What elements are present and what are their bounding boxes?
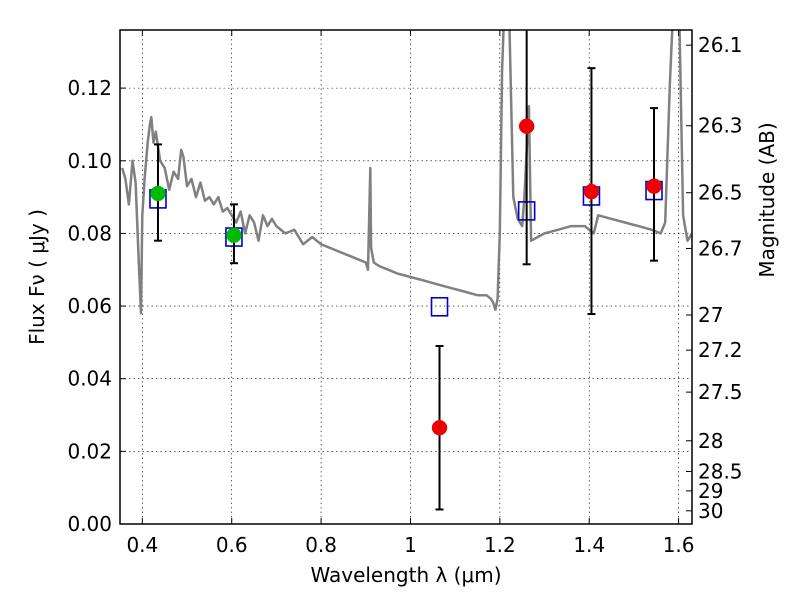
y2-tick-label: 27.2: [698, 338, 743, 362]
detection-point: [583, 183, 600, 200]
y-tick-label: 0.06: [67, 294, 112, 318]
y2-tick-label: 26.7: [698, 236, 743, 260]
x-tick-label: 1.2: [484, 533, 516, 557]
x-tick-label: 0.4: [126, 533, 158, 557]
y-tick-label: 0.08: [67, 221, 112, 245]
detection-point: [226, 227, 242, 243]
detection-point: [431, 419, 448, 436]
y-tick-label: 0.10: [67, 149, 112, 173]
y2-tick-label: 26.1: [698, 33, 743, 57]
y2-tick-label: 28: [698, 429, 723, 453]
detection-points: [150, 118, 662, 436]
x-axis-title: Wavelength λ (μm): [310, 563, 501, 587]
spectrum-line: [121, 30, 692, 315]
y2-tick-label: 27.5: [698, 380, 743, 404]
model-square: [430, 296, 449, 317]
x-tick-label: 0.6: [216, 533, 248, 557]
detection-point: [518, 118, 535, 135]
x-axis-ticks: 0.4 0.6 0.8 1 1.2 1.4 1.6: [126, 30, 695, 557]
x-tick-label: 1: [404, 533, 417, 557]
x-tick-label: 0.8: [305, 533, 337, 557]
detection-point: [646, 178, 662, 194]
detection-point: [150, 185, 166, 202]
y-axis-ticks: 0.00 0.02 0.04 0.06 0.08 0.10 0.12: [67, 76, 126, 536]
y-tick-label: 0.00: [67, 512, 112, 536]
model-spectrum: [121, 30, 692, 315]
y2-axis-title: Magnitude (AB): [755, 122, 779, 277]
y2-tick-label: 26.3: [698, 114, 743, 138]
x-tick-label: 1.4: [573, 533, 605, 557]
y2-tick-label: 27: [698, 303, 723, 327]
y-tick-label: 0.02: [67, 439, 112, 463]
x-tick-label: 1.6: [663, 533, 695, 557]
y-tick-label: 0.12: [67, 76, 112, 100]
y-tick-label: 0.04: [67, 367, 112, 391]
plot-frame: [119, 29, 693, 525]
y2-tick-label: 29: [698, 479, 723, 503]
y2-tick-label: 26.5: [698, 181, 743, 205]
y2-tick-label: 28.5: [698, 459, 743, 483]
y-axis-title: Flux Fν ( μJy ): [25, 209, 49, 345]
y2-tick-label: 30: [698, 499, 723, 523]
